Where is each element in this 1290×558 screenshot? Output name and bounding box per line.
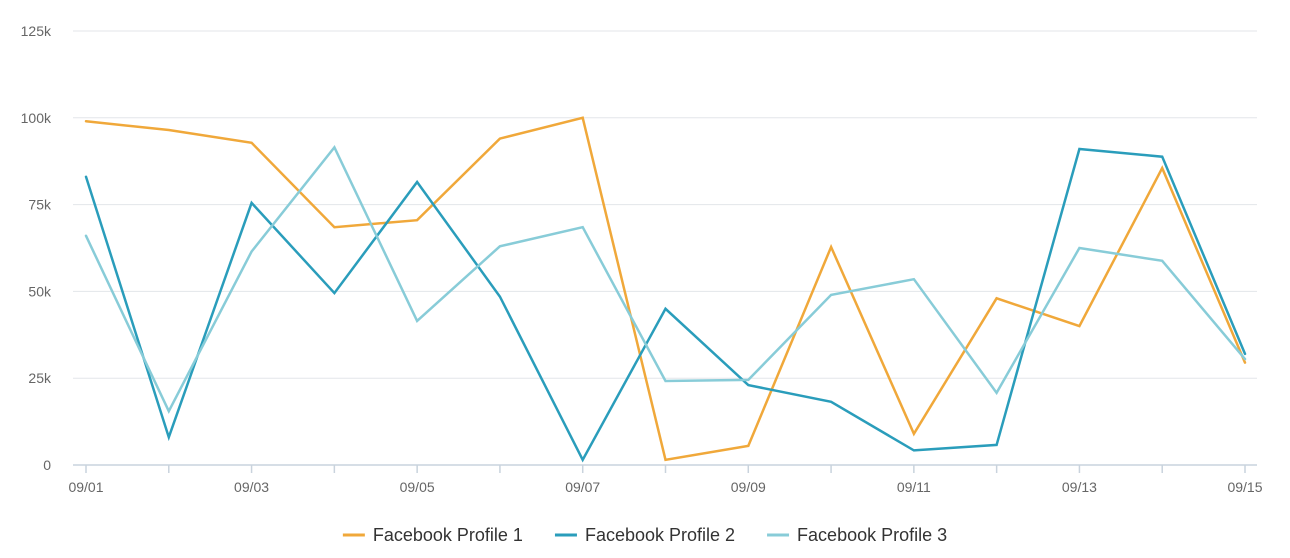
x-tick-label: 09/03 (234, 479, 269, 495)
y-tick-label: 125k (21, 23, 52, 39)
x-axis: 09/01 09/03 09/05 09/07 09/09 09/11 09/13 09/15 (68, 464, 1263, 495)
y-tick-label: 25k (28, 370, 52, 386)
series-line-profile-3 (84, 144, 1247, 415)
series-line-profile-2 (84, 147, 1247, 463)
x-tick-label: 09/09 (731, 479, 766, 495)
legend-item-profile-1[interactable]: Facebook Profile 1 (342, 525, 523, 545)
legend[interactable]: Facebook Profile 1 Facebook Profile 2 Face… (342, 525, 947, 545)
y-tick-label: 50k (28, 283, 52, 299)
x-tick-label: 09/13 (1062, 479, 1097, 495)
grid (73, 30, 1257, 379)
legend-label: Facebook Profile 2 (585, 525, 735, 545)
series-line-profile-1 (84, 116, 1247, 462)
legend-label: Facebook Profile 3 (797, 525, 947, 545)
x-tick-label: 09/01 (68, 479, 103, 495)
x-tick-label: 09/05 (400, 479, 435, 495)
x-tick-label: 09/11 (897, 479, 931, 495)
legend-item-profile-2[interactable]: Facebook Profile 2 (554, 525, 735, 545)
x-tick-label: 09/15 (1227, 479, 1262, 495)
y-tick-label: 100k (21, 110, 52, 126)
legend-item-profile-3[interactable]: Facebook Profile 3 (767, 525, 947, 545)
x-tick-label: 09/07 (565, 479, 600, 495)
y-tick-label: 75k (28, 197, 52, 213)
y-tick-label: 0 (43, 457, 51, 473)
series-lines (84, 116, 1247, 463)
y-axis-ticks: 0 25k 50k 75k 100k 125k (21, 23, 52, 473)
legend-label: Facebook Profile 1 (373, 525, 523, 545)
